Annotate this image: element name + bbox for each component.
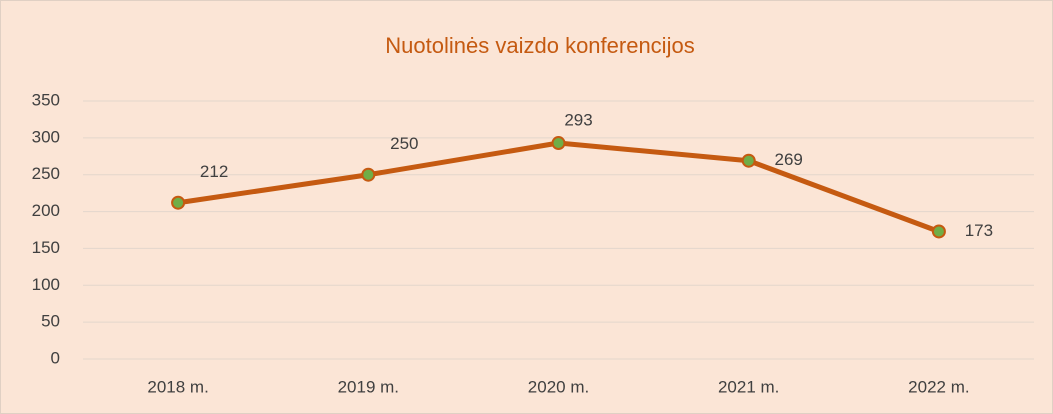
marker bbox=[171, 195, 186, 210]
x-tick-label: 2019 m. bbox=[338, 377, 399, 396]
y-tick-label: 350 bbox=[32, 90, 60, 109]
y-tick-label: 0 bbox=[51, 348, 60, 367]
chart-title: Nuotolinės vaizdo konferencijos bbox=[385, 33, 694, 58]
data-label: 293 bbox=[564, 111, 592, 130]
y-tick-label: 300 bbox=[32, 127, 60, 146]
data-label: 212 bbox=[200, 162, 228, 181]
y-tick-label: 200 bbox=[32, 201, 60, 220]
marker bbox=[741, 153, 756, 168]
data-label: 173 bbox=[965, 221, 993, 240]
x-tick-label: 2021 m. bbox=[718, 377, 779, 396]
y-tick-label: 250 bbox=[32, 164, 60, 183]
marker bbox=[551, 136, 566, 151]
x-tick-label: 2020 m. bbox=[528, 377, 589, 396]
x-tick-label: 2022 m. bbox=[908, 377, 969, 396]
x-tick-label: 2018 m. bbox=[147, 377, 208, 396]
marker bbox=[931, 224, 946, 239]
data-label: 269 bbox=[775, 150, 803, 169]
y-tick-label: 50 bbox=[41, 312, 60, 331]
data-label: 250 bbox=[390, 134, 418, 153]
marker bbox=[361, 167, 376, 182]
y-tick-label: 100 bbox=[32, 275, 60, 294]
y-tick-label: 150 bbox=[32, 238, 60, 257]
